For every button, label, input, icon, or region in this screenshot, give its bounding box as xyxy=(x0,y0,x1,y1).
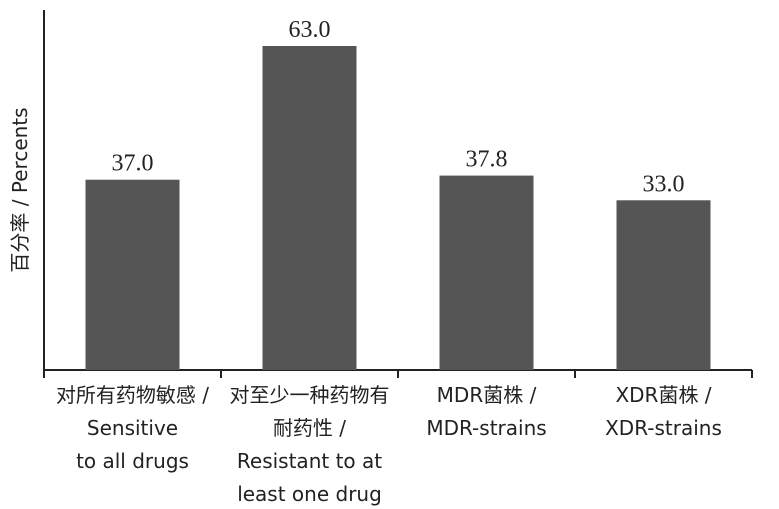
bars-group xyxy=(85,46,711,370)
category-tick-label: MDR菌株 / xyxy=(437,383,537,407)
bar-value-label: 33.0 xyxy=(643,171,685,197)
category-tick-label: MDR-strains xyxy=(426,416,546,440)
category-tick-label: 耐药性 / xyxy=(273,416,346,440)
bar xyxy=(439,175,534,370)
bar-value-label: 37.0 xyxy=(112,151,154,177)
category-tick-label: Resistant to at xyxy=(237,449,382,473)
category-tick-label: 对至少一种药物有 xyxy=(230,383,390,407)
x-axis-ticks xyxy=(43,370,753,378)
category-tick-label: 对所有药物敏感 / xyxy=(56,383,209,407)
category-tick-label: Sensitive xyxy=(87,416,178,440)
bar xyxy=(85,179,180,370)
bar xyxy=(262,46,357,370)
value-labels-group: 37.0 63.0 37.8 33.0 xyxy=(112,17,685,197)
bar-value-label: 63.0 xyxy=(289,17,331,43)
category-tick-label: least one drug xyxy=(237,482,382,506)
y-axis-label: 百分率 / Percents xyxy=(8,107,32,272)
category-tick-label: XDR菌株 / xyxy=(615,383,711,407)
bar xyxy=(616,200,711,370)
category-tick-label: XDR-strains xyxy=(605,416,722,440)
bar-value-label: 37.8 xyxy=(466,147,508,173)
category-labels-group: 对所有药物敏感 / Sensitive to all drugs 对至少一种药物有耐药… xyxy=(56,383,722,506)
category-tick-label: to all drugs xyxy=(76,449,189,473)
